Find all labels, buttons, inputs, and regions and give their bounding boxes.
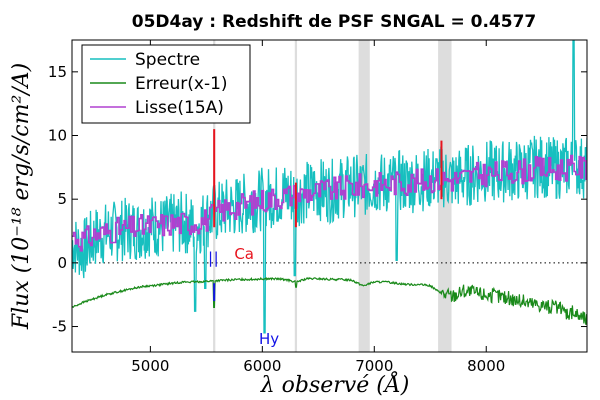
x-tick-label-1: 6000 — [243, 357, 281, 375]
y-tick-label-1: 0 — [57, 254, 67, 272]
series-lisse-line — [72, 154, 587, 252]
x-tick-label-0: 5000 — [131, 357, 169, 375]
y-tick-label-2: 5 — [57, 190, 67, 208]
line-marker-2: Ca — [234, 245, 254, 263]
line-marker-0: | — [208, 249, 213, 267]
y-tick-label-4: 15 — [48, 63, 67, 81]
legend-label-2: Lisse(15A) — [135, 98, 224, 118]
line-marker-3: Hy — [259, 330, 279, 348]
chart-title: 05D4ay : Redshift de PSF SNGAL = 0.4577 — [132, 12, 537, 32]
legend: Spectre Erreur(x-1) Lisse(15A) — [81, 44, 251, 124]
legend-label-0: Spectre — [135, 50, 200, 70]
legend-label-1: Erreur(x-1) — [135, 74, 228, 94]
y-tick-label-3: 10 — [48, 127, 67, 145]
y-tick-label-0: -5 — [52, 318, 67, 336]
y-axis-label: Flux (10⁻¹⁸ erg/s/cm²/A) — [9, 63, 34, 330]
legend-box — [81, 44, 251, 124]
x-tick-label-3: 8000 — [467, 357, 505, 375]
x-tick-label-2: 7000 — [355, 357, 393, 375]
plot-frame — [71, 39, 588, 353]
line-marker-1: | — [214, 249, 219, 267]
telluric-band-3 — [438, 40, 452, 352]
x-axis-label: λ observé (Å) — [260, 370, 410, 398]
series-erreur-line — [72, 276, 587, 325]
